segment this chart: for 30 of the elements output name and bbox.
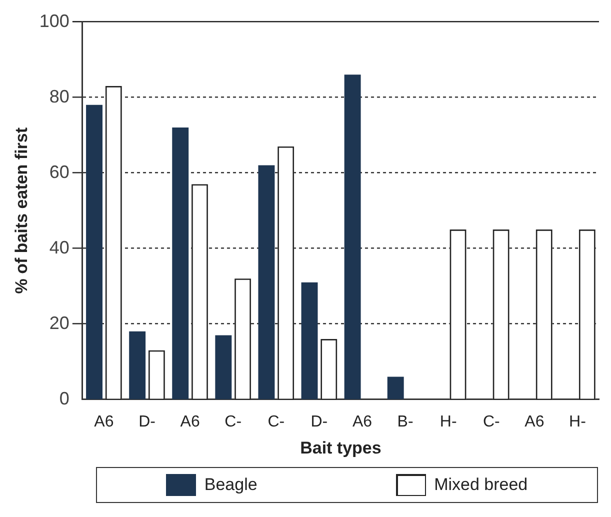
x-tick-label: A6 [352,413,372,430]
x-tick-label: H- [569,413,586,430]
y-tick-label: 0 [59,388,70,408]
x-axis-title: Bait types [300,438,382,458]
bar [215,335,232,400]
x-tick-label: B- [397,413,414,430]
x-tick-label: C- [224,413,242,430]
x-tick-label: C- [268,413,285,430]
bar [258,165,275,400]
y-axis-title: % of baits eaten first [12,127,31,294]
y-tick-label: 80 [49,86,70,106]
bar [172,128,189,400]
x-tick-label: D- [310,413,328,430]
y-tick-label: 20 [49,312,70,333]
x-tick-label: H- [440,413,457,430]
x-tick-label: D- [138,413,156,430]
bar [344,74,361,400]
x-tick-label: A6 [180,413,200,430]
bar [387,376,404,400]
bar [301,282,318,400]
x-tick-label: C- [482,413,500,430]
x-tick-label: A6 [94,413,114,430]
bar [129,331,146,400]
bar [86,104,103,400]
legend-label: Mixed breed [434,475,528,495]
y-tick-label: 60 [49,162,70,182]
x-tick-label: A6 [524,413,544,430]
y-tick-label: 40 [49,237,70,258]
legend-label: Beagle [204,475,258,495]
y-tick-label: 100 [39,10,70,31]
